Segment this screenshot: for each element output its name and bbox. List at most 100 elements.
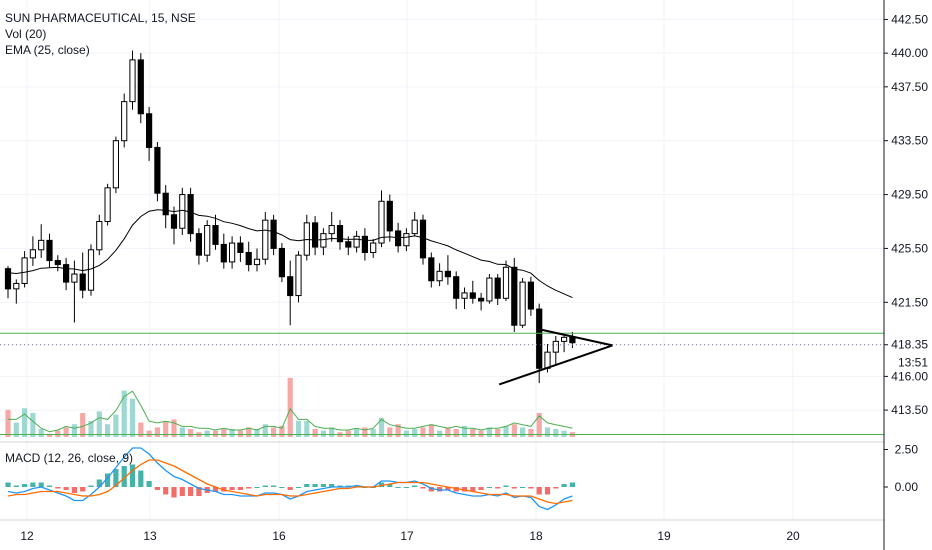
volume-bar [445,427,451,437]
volume-bar [511,424,517,437]
volume-bar [163,421,169,437]
volume-label: Vol (20) [5,27,47,41]
candle-body [328,225,335,235]
candle-body [154,146,161,194]
candle-body [137,59,144,115]
volume-bar [378,417,385,437]
macd-histogram-bar [395,487,401,488]
volume-bar [237,430,243,437]
candle-body [112,140,120,189]
volume-bar [453,429,459,437]
volume-bar [55,430,61,437]
candle-body [295,254,302,297]
volume-bar [38,429,44,437]
macd-histogram-bar [378,482,385,487]
price-tick-label: 425.50 [891,241,928,255]
macd-histogram-bar [478,487,484,490]
volume-bar [13,422,19,437]
macd-histogram-bar [138,470,144,487]
macd-histogram-bar [536,487,542,495]
macd-histogram-bar [304,484,310,487]
bar-countdown-label: 13:51 [898,356,928,370]
volume-bar [544,427,551,437]
candle-body [494,277,501,299]
candle-body [320,233,327,248]
macd-histogram-bar [129,464,136,487]
macd-histogram-bar [287,487,293,490]
volume-bar [412,429,418,437]
candle-body [245,251,252,266]
candle-body [436,270,443,282]
volume-bar [204,430,210,437]
volume-bar [295,421,302,437]
volume-bar [229,429,235,437]
macd-histogram-bar [420,487,426,489]
macd-histogram-bar [503,485,509,487]
volume-bar [171,419,177,437]
volume-bar [188,429,194,437]
volume-bar [80,413,86,437]
volume-bar [96,411,102,437]
volume-bar [503,425,509,437]
volume-bar [354,429,360,437]
macd-title: MACD (12, 26, close, 9) [5,451,134,465]
macd-histogram-bar [553,487,559,489]
price-tick-label: 437.50 [891,80,928,94]
macd-histogram-bar [121,466,127,487]
candle-body [187,194,194,235]
candle-body [29,249,36,259]
candle-body [13,282,20,290]
triangle-lower-trendline [498,344,613,386]
candle-body [552,340,559,353]
volume-bar [71,424,77,437]
macd-histogram-bar [246,487,252,489]
macd-histogram-bar [179,487,185,496]
macd-histogram-bar [146,481,152,487]
candle-body [511,266,518,326]
volume-bar [370,429,376,437]
macd-histogram-bar [96,479,102,487]
macd-tick-label: 0.00 [895,480,919,494]
candle-body [278,247,285,278]
candle-body [502,266,510,299]
macd-histogram-bar [461,487,468,492]
candle-body [270,219,277,249]
candle-body [179,194,186,229]
volume-bar [271,427,277,437]
macd-histogram-bar [520,487,526,488]
volume-bar [420,427,426,437]
macd-histogram-bar [511,487,517,489]
volume-bar [22,408,28,437]
macd-histogram-bar [337,485,343,487]
macd-histogram-bar [262,485,268,487]
x-tick-label: 20 [786,529,800,543]
volume-bar [395,424,401,437]
volume-bar [536,413,542,437]
candle-body [63,264,70,283]
candle-body [378,200,385,244]
macd-histogram-bar [528,487,534,489]
candle-body [87,249,95,291]
volume-bar [221,429,227,437]
ema-label: EMA (25, close) [5,43,90,57]
time-axis: 12 13 16 17 18 19 20 [20,529,800,543]
macd-pane [0,441,884,521]
volume-bar [179,427,185,437]
volume-ma-line [8,390,573,433]
volume-bar [387,427,393,437]
macd-histogram-bar [445,487,451,490]
price-tick-label: 413.50 [891,403,928,417]
macd-histogram-bar [412,485,418,487]
candle-body [146,113,153,148]
price-axis: 442.50 440.00 437.50 433.50 429.50 425.50 421.… [883,0,928,550]
candle-body [527,281,534,310]
candle-body [170,214,178,229]
candle-body [419,219,427,259]
candle-body [4,268,12,290]
macd-histogram-bar [163,487,169,495]
candle-body [229,242,236,263]
macd-histogram-bar [13,485,19,487]
macd-histogram-bar [544,487,551,495]
volume-bar [528,429,534,437]
